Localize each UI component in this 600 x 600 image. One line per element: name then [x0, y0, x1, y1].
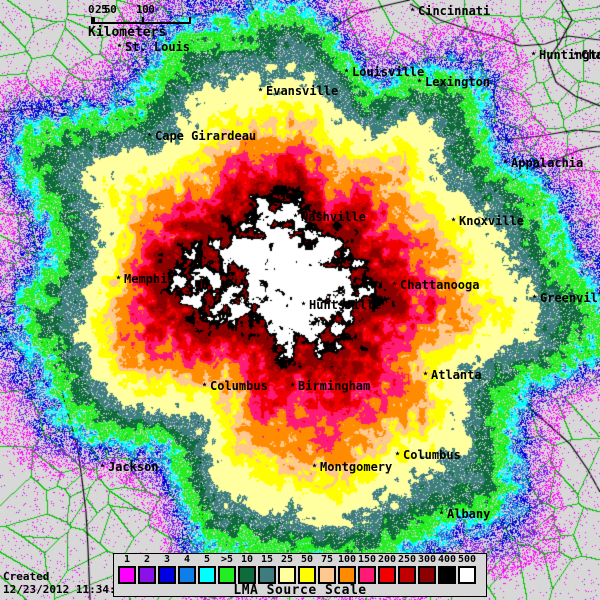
scale-tick-100: 100	[136, 3, 155, 16]
city-name-text: Columbus	[210, 379, 268, 393]
legend-swatch-75	[318, 566, 336, 584]
legend-label-25: 25	[280, 554, 294, 565]
legend-label-50: 50	[300, 554, 314, 565]
city-marker-icon	[439, 510, 444, 515]
legend-label-400: 400	[438, 554, 457, 565]
city-marker-icon	[116, 275, 121, 280]
legend-label-200: 200	[378, 554, 397, 565]
city-marker-icon	[147, 132, 152, 137]
city-name-text: Memphis	[124, 272, 175, 286]
legend-label-75: 75	[320, 554, 334, 565]
legend-swatch-200	[378, 566, 396, 584]
city-name-text: Evansville	[266, 84, 339, 98]
legend-label-4: 4	[183, 554, 191, 565]
legend-label-10: 10	[240, 554, 254, 565]
scale-tick-0: 0	[88, 3, 95, 16]
legend-label-1: 1	[123, 554, 131, 565]
city-name-text: Chattanooga	[400, 278, 480, 292]
city-name-text: Greenville	[540, 291, 600, 305]
legend-title: LMA Source Scale	[233, 583, 367, 598]
scale-unit-label: Kilometers	[88, 25, 167, 40]
city-marker-icon	[312, 463, 317, 468]
city-marker-icon	[202, 382, 207, 387]
city-marker-icon	[531, 51, 536, 56]
city-name-text: Atlanta	[431, 368, 482, 382]
city-marker-icon	[532, 294, 537, 299]
legend-swatch-25	[278, 566, 296, 584]
legend-label-3: 3	[163, 554, 171, 565]
created-timestamp: 12/23/2012 11:34:07	[3, 583, 129, 596]
city-marker-icon	[451, 217, 456, 222]
city-name-text: Cincinnati	[418, 4, 491, 18]
city-name-text: St. Louis	[125, 40, 191, 54]
city-marker-icon	[290, 382, 295, 387]
city-name-text: Huntsville	[309, 298, 382, 312]
legend-swatch-15	[258, 566, 276, 584]
legend-label-150: 150	[358, 554, 377, 565]
legend-swatch-500	[458, 566, 476, 584]
lma-source-scale-legend: 1 2 3 4 5 >5 10 15 25 50 75 100 150 200 250 300 400 500 L…	[113, 553, 487, 598]
scale-tick-25: 25	[95, 3, 108, 16]
city-marker-icon	[258, 87, 263, 92]
legend-swatch-2	[138, 566, 156, 584]
legend-label-2: 2	[143, 554, 151, 565]
legend-label-row: 1 2 3 4 5 >5 10 15 25 50 75 100 150 200 250 300 400 500	[118, 554, 476, 566]
city-name-text: Birmingham	[298, 379, 371, 393]
created-stamp: Created 12/23/2012 11:34:07	[3, 570, 129, 596]
legend-swatch-row	[118, 566, 476, 584]
city-marker-icon	[301, 301, 306, 306]
city-name-text: Montgomery	[320, 460, 393, 474]
city-name-text: Appalachia	[511, 156, 584, 170]
city-name-text: Knoxville	[459, 214, 525, 228]
legend-swatch-300	[418, 566, 436, 584]
legend-swatch-gt5	[218, 566, 236, 584]
city-marker-icon	[423, 371, 428, 376]
scale-bar-graphic	[91, 17, 191, 24]
city-name-text: Lexington	[425, 75, 491, 89]
city-marker-icon	[100, 463, 105, 468]
legend-swatch-4	[178, 566, 196, 584]
city-name-text: Charleston	[581, 48, 600, 62]
city-marker-icon	[417, 78, 422, 83]
legend-swatch-150	[358, 566, 376, 584]
city-name-text: Nashville	[301, 210, 367, 224]
city-marker-icon	[392, 281, 397, 286]
legend-label-100: 100	[338, 554, 357, 565]
legend-label-300: 300	[418, 554, 437, 565]
legend-swatch-100	[338, 566, 356, 584]
city-marker-icon	[573, 51, 578, 56]
city-name-text: Jackson	[108, 460, 159, 474]
distance-scale-bar: 0 25 50 100 Kilometers	[88, 4, 194, 44]
legend-swatch-10	[238, 566, 256, 584]
legend-label-500: 500	[458, 554, 477, 565]
city-marker-icon	[117, 43, 122, 48]
legend-swatch-50	[298, 566, 316, 584]
city-name-text: Louisville	[352, 65, 425, 79]
scale-tick-labels: 0 25 50 100	[88, 4, 194, 16]
city-marker-icon	[344, 68, 349, 73]
city-marker-icon	[503, 159, 508, 164]
legend-swatch-3	[158, 566, 176, 584]
legend-label-15: 15	[260, 554, 274, 565]
city-marker-icon	[395, 451, 400, 456]
city-name-text: Albany	[447, 507, 491, 521]
legend-label-gt5: >5	[220, 554, 234, 565]
legend-swatch-1	[118, 566, 136, 584]
legend-label-5: 5	[203, 554, 211, 565]
city-marker-icon	[293, 213, 298, 218]
legend-label-250: 250	[398, 554, 417, 565]
legend-swatch-400	[438, 566, 456, 584]
city-marker-icon	[410, 7, 415, 12]
scale-tick-50: 50	[104, 3, 117, 16]
legend-swatch-5	[198, 566, 216, 584]
city-name-text: Columbus	[403, 448, 461, 462]
city-name-text: Cape Girardeau	[155, 129, 257, 143]
created-label: Created	[3, 570, 50, 583]
legend-swatch-250	[398, 566, 416, 584]
city-name-text: Huntington	[539, 48, 600, 62]
